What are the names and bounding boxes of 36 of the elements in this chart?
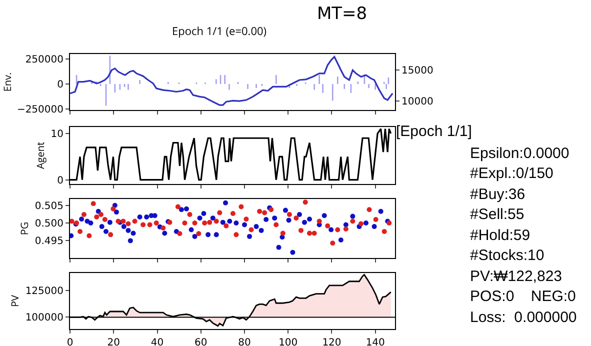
y2-tick-label: 10000 [402,96,434,108]
text: PV:₩122,823 [469,266,563,286]
text: #Expl.:0/150 [469,164,554,184]
text: #Buy:36 [469,184,526,204]
x-tick-label: 60 [194,338,208,346]
y-tick-label: 125000 [25,286,64,298]
y-axis-title: Agent [32,142,47,170]
y-tick-label: 250000 [25,54,64,66]
y-axis-title: PV [7,294,22,307]
y-tick-label: −250000 [16,104,64,116]
text: #Sell:55 [469,205,526,225]
text: Epsilon:0.0000 [469,144,570,164]
y-tick-label: 10 [50,128,64,140]
y-tick-label: 0 [57,80,64,90]
x-tick-label: 0 [66,338,74,346]
text: [Epoch 1/1] [396,122,473,142]
y-axis-title: PG [16,222,31,236]
chart-title: MT=8 [316,4,368,24]
y-tick-label: 0.495 [34,236,64,248]
y-tick-label: 0 [57,175,64,186]
x-tick-label: 100 [278,338,298,346]
x-tick-label: 80 [238,338,251,346]
text: POS:0 NEG:0 [469,287,577,307]
y-tick-label: 0.500 [34,218,64,230]
y-axis-title: Env. [0,72,14,92]
text: Loss: 0.000000 [469,308,578,328]
x-tick-label: 20 [107,338,120,346]
x-tick-label: 120 [322,338,342,346]
x-tick-label: 140 [366,338,385,346]
text: #Hold:59 [469,226,532,246]
y2-tick-label: 15000 [402,66,434,77]
text: #Stocks:10 [469,246,546,266]
x-tick-label: 40 [150,338,164,346]
y-tick-label: 0.505 [34,200,64,212]
chart-subtitle: Epoch 1/1 (e=0.00) [172,24,267,39]
y-tick-label: 100000 [25,312,64,324]
